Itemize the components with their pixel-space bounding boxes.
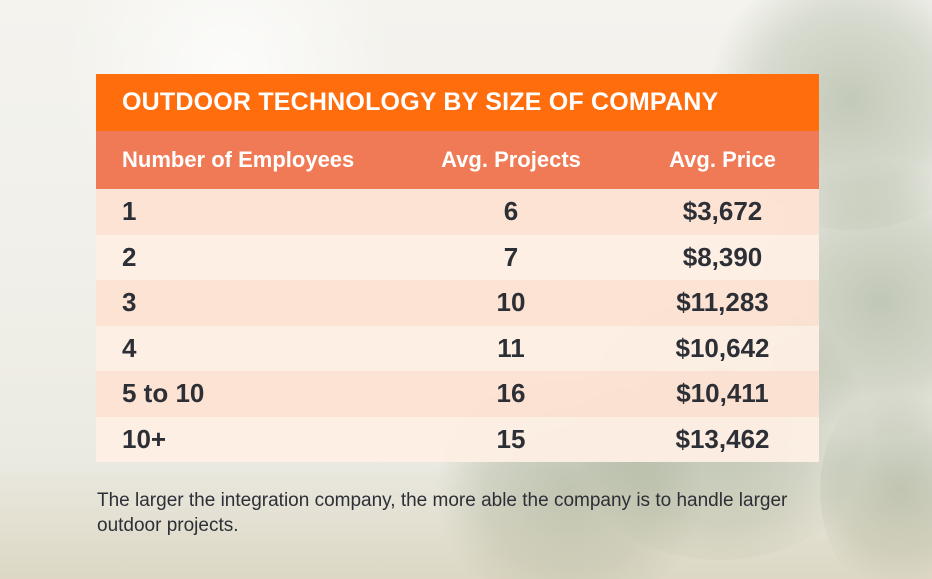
price-cell: $10,642 — [675, 332, 770, 363]
table-row: 1 6 $3,672 — [96, 189, 819, 235]
projects-cell: 10 — [496, 287, 526, 318]
projects-cell: 7 — [503, 241, 519, 272]
price-cell: $3,672 — [682, 196, 763, 227]
projects-cell: 6 — [503, 196, 519, 227]
column-header-employees: Number of Employees — [122, 147, 355, 172]
table-row: 10+ 15 $13,462 — [96, 416, 819, 462]
projects-cell: 11 — [497, 332, 525, 363]
employees-cell: 3 — [122, 287, 137, 318]
caption-text: The larger the integration company, the … — [97, 490, 788, 536]
price-cell: $10,411 — [676, 378, 769, 409]
employees-cell: 1 — [122, 196, 137, 227]
projects-cell: 15 — [496, 423, 526, 454]
table-row: 5 to 10 16 $10,411 — [96, 371, 819, 417]
price-cell: $11,283 — [676, 287, 769, 318]
employees-cell: 10+ — [122, 423, 167, 454]
table-row: 3 10 $11,283 — [96, 280, 819, 326]
employees-cell: 5 to 10 — [122, 378, 205, 409]
employees-cell: 4 — [122, 332, 137, 363]
projects-cell: 16 — [496, 378, 526, 409]
price-cell: $8,390 — [682, 241, 763, 272]
price-cell: $13,462 — [675, 423, 770, 454]
table-row: 4 11 $10,642 — [96, 325, 819, 371]
employees-cell: 2 — [122, 241, 137, 272]
column-header-projects: Avg. Projects — [441, 147, 581, 172]
data-table: OUTDOOR TECHNOLOGY BY SIZE OF COMPANY Nu… — [96, 74, 819, 462]
column-header-price: Avg. Price — [669, 147, 776, 172]
table-body: 1 6 $3,672 2 7 $8,390 3 10 $11,283 4 11 $10,642 5 to… — [96, 189, 819, 462]
table-header-row: Number of Employees Avg. Projects Avg. P… — [96, 131, 819, 189]
table-row: 2 7 $8,390 — [96, 234, 819, 280]
table-title: OUTDOOR TECHNOLOGY BY SIZE OF COMPANY — [96, 74, 819, 131]
